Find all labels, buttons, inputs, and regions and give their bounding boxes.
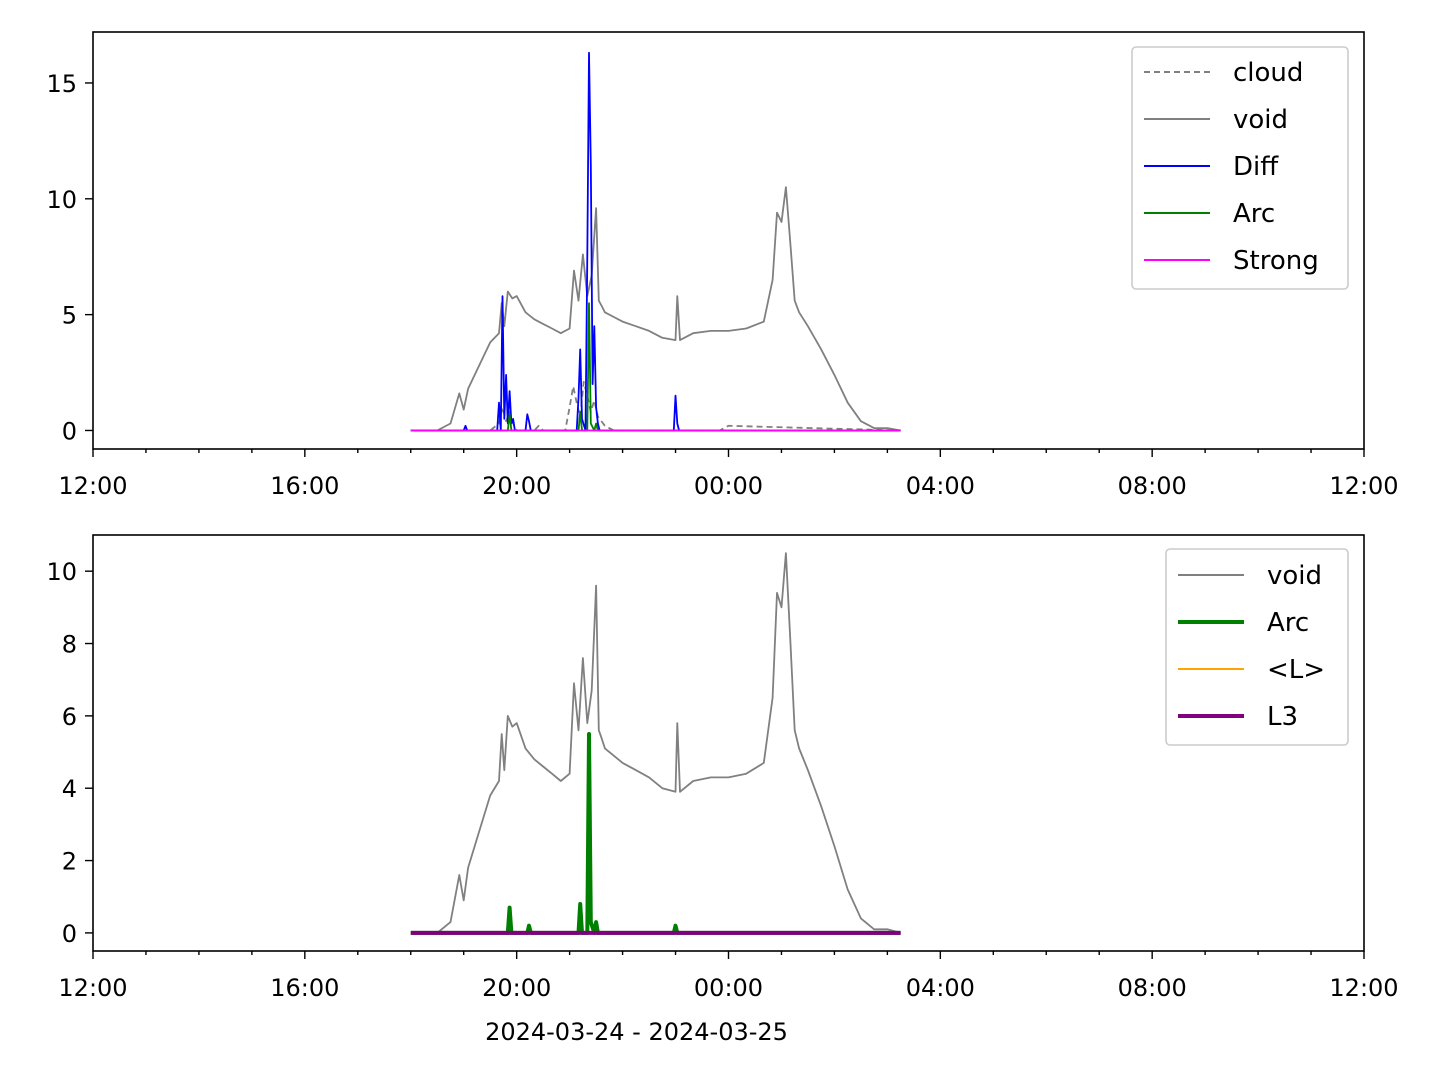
legend-label: cloud	[1233, 58, 1303, 88]
legend-label: Arc	[1233, 199, 1275, 229]
x-tick-label: 16:00	[270, 974, 339, 1002]
x-tick-label: 12:00	[58, 974, 127, 1002]
legend: void Arc <L> L3	[1165, 548, 1349, 746]
legend-label: L3	[1267, 702, 1298, 732]
series-line-cloud	[410, 380, 901, 432]
y-tick-label: 10	[46, 558, 77, 586]
x-tick-label: 08:00	[1118, 974, 1187, 1002]
subplot-1: 12:00 16:00 20:00 00:00 04:00 08:00 12:00 0 5 10 1…	[46, 31, 1399, 500]
y-tick-label: 10	[46, 186, 77, 214]
series-line-arc	[410, 732, 901, 935]
x-tick-label: 00:00	[694, 974, 763, 1002]
x-axis-label: 2024-03-24 - 2024-03-25	[485, 1018, 788, 1046]
x-tick-label: 04:00	[906, 472, 975, 500]
legend-label: <L>	[1267, 655, 1325, 685]
y-tick-label: 5	[62, 302, 77, 330]
x-tick-label: 20:00	[482, 974, 551, 1002]
y-tick-label: 4	[62, 775, 77, 803]
x-tick-label: 04:00	[906, 974, 975, 1002]
series-line-diff	[410, 51, 901, 432]
subplot-2: 12:00 16:00 20:00 00:00 04:00 08:00 12:00 0 2 4 6 8…	[46, 534, 1399, 1046]
x-tick-label: 12:00	[1329, 974, 1398, 1002]
y-tick-label: 2	[62, 848, 77, 876]
legend-label: void	[1267, 561, 1322, 591]
y-tick-label: 15	[46, 70, 77, 98]
legend-label: Diff	[1233, 152, 1279, 182]
y-tick-label: 8	[62, 631, 77, 659]
y-tick-label: 0	[62, 417, 77, 445]
series-line-arc	[410, 302, 901, 432]
legend-box	[1165, 548, 1349, 746]
x-tick-label: 08:00	[1118, 472, 1187, 500]
legend-label: void	[1233, 105, 1288, 135]
x-tick-label: 00:00	[694, 472, 763, 500]
legend-box	[1131, 46, 1349, 290]
legend: cloud void Diff Arc Strong	[1131, 46, 1349, 290]
x-tick-label: 16:00	[270, 472, 339, 500]
legend-label: Strong	[1233, 246, 1319, 276]
series-line-void	[410, 186, 901, 432]
x-tick-label: 20:00	[482, 472, 551, 500]
legend-label: Arc	[1267, 608, 1309, 638]
y-tick-label: 0	[62, 920, 77, 948]
x-tick-label: 12:00	[58, 472, 127, 500]
series-line-void	[410, 552, 901, 934]
x-tick-label: 12:00	[1329, 472, 1398, 500]
y-tick-label: 6	[62, 703, 77, 731]
